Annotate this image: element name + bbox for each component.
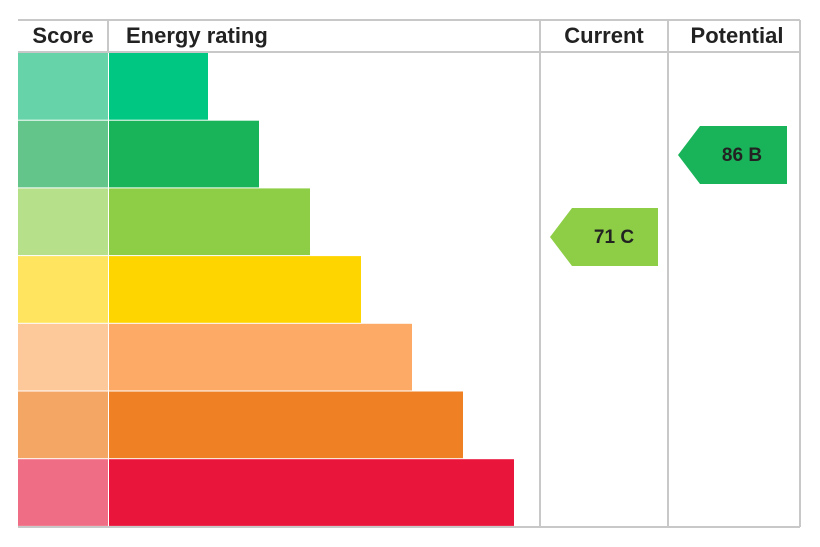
header: Energy rating — [126, 23, 268, 48]
score-cell — [18, 120, 108, 188]
score-cell — [18, 391, 108, 459]
score-cell — [18, 256, 108, 323]
rating-bar — [109, 459, 514, 526]
rating-bar — [109, 391, 463, 459]
rating-bar — [109, 120, 259, 188]
header: Score — [32, 23, 93, 48]
potential-arrow — [678, 126, 787, 184]
potential-label: 86 B — [722, 145, 762, 166]
rating-bar — [109, 53, 208, 120]
score-cell — [18, 53, 108, 120]
current-label: 71 C — [594, 227, 634, 248]
rating-bar — [109, 188, 310, 256]
header: Current — [564, 23, 644, 48]
score-cell — [18, 459, 108, 526]
header: Potential — [691, 23, 784, 48]
current-arrow — [550, 208, 658, 266]
score-cell — [18, 323, 108, 391]
rating-bar — [109, 256, 361, 323]
rating-bar — [109, 323, 412, 391]
score-cell — [18, 188, 108, 256]
